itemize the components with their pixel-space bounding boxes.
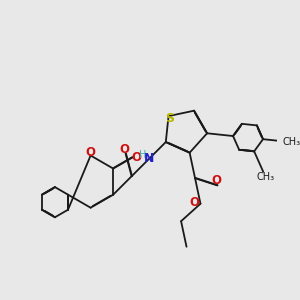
Text: O: O [211, 174, 221, 187]
Text: O: O [119, 143, 129, 156]
Text: CH₃: CH₃ [256, 172, 275, 182]
Text: O: O [85, 146, 96, 159]
Text: O: O [131, 151, 142, 164]
Text: S: S [165, 112, 174, 125]
Text: N: N [143, 152, 154, 165]
Text: CH₃: CH₃ [282, 137, 300, 147]
Text: H: H [139, 150, 146, 160]
Text: O: O [189, 196, 200, 209]
